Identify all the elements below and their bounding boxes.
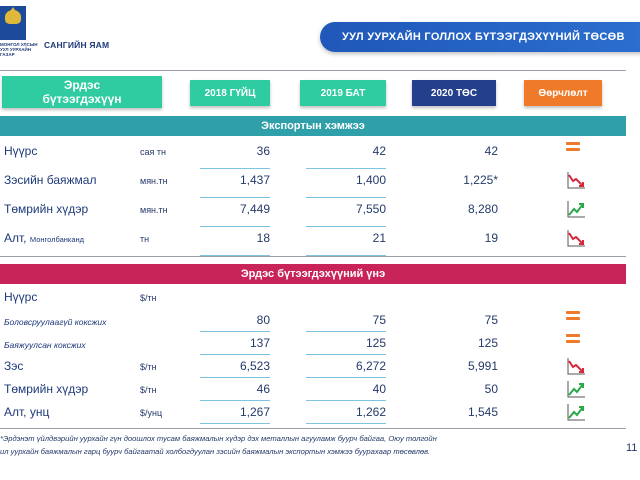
price-row-v2018	[200, 290, 270, 309]
logo-text: МОНГОЛ УЛСЫН УУЛ УУРХАЙН ГАЗАР	[0, 42, 38, 57]
export-row-v2018: 1,437	[200, 173, 270, 198]
divider	[0, 70, 626, 71]
price-row-v2019: 125	[306, 336, 386, 355]
page-title: УУЛ УУРХАЙН ГОЛЛОХ БҮТЭЭГДЭХҮҮНИЙ ТӨСӨВ	[342, 31, 625, 43]
price-row-unit: $/тн	[140, 293, 157, 303]
price-row-name: Зэс	[4, 359, 24, 373]
export-row-v2019: 7,550	[306, 202, 386, 227]
header-mineral-line2: бүтээгдэхүүн	[42, 92, 122, 106]
footnote-line1: *Эрдэнэт үйлдвэрийн уурхайн гүн доошлох …	[0, 434, 437, 443]
price-row-v2020: 75	[484, 313, 498, 327]
price-row-v2020: 125	[477, 336, 498, 350]
export-row-v2019: 42	[306, 144, 386, 169]
price-row-v2019: 75	[306, 313, 386, 332]
price-row-unit: $/тн	[140, 362, 157, 372]
export-row-unit: тн	[140, 234, 150, 244]
price-row-v2019: 6,272	[306, 359, 386, 378]
export-row-unit: мян.тн	[140, 176, 168, 186]
price-row-name: Баяжуулсан коксжих	[4, 340, 86, 350]
export-row-unit: сая тн	[140, 147, 166, 157]
price-row-v2018: 6,523	[200, 359, 270, 378]
divider	[0, 428, 626, 429]
trend-down-icon	[566, 171, 586, 194]
price-row-name: Алт, унц	[4, 405, 50, 419]
trend-up-icon	[566, 200, 586, 223]
section-export-volume: Экспортын хэмжээ	[0, 116, 626, 136]
price-row-v2019: 1,262	[306, 405, 386, 424]
export-row-name: Зэсийн баяжмал	[4, 173, 97, 187]
section-mineral-prices: Эрдэс бүтээгдэхүүний үнэ	[0, 264, 626, 284]
footnote-line2: ил уурхайн баяжмалын гарц буурч байгаата…	[0, 447, 431, 456]
price-row-unit: $/тн	[140, 385, 157, 395]
price-row-v2018: 1,267	[200, 405, 270, 424]
price-row-v2018: 46	[200, 382, 270, 401]
price-row-v2018: 137	[200, 336, 270, 355]
price-row-name: Боловсруулаагүй коксжих	[4, 317, 107, 327]
export-row-name: Төмрийн хүдэр	[4, 202, 89, 216]
divider	[0, 256, 626, 257]
price-row-v2020	[418, 290, 498, 309]
export-row-unit: мян.тн	[140, 205, 168, 215]
export-row-v2018: 36	[200, 144, 270, 169]
price-row-unit: $/унц	[140, 408, 163, 418]
price-row-v2020: 50	[484, 382, 498, 396]
header-change: Өөрчлөлт	[524, 80, 602, 106]
footnote: *Эрдэнэт үйлдвэрийн уурхайн гүн доошлох …	[0, 432, 610, 458]
page-number: 11	[626, 442, 638, 454]
header-mineral-products: Эрдэс бүтээгдэхүүн	[2, 76, 162, 108]
price-row-v2019	[306, 290, 386, 309]
price-row-v2018: 80	[200, 313, 270, 332]
price-row-v2020: 1,545	[467, 405, 498, 419]
export-row-v2019: 1,400	[306, 173, 386, 198]
export-row-v2018: 18	[200, 231, 270, 256]
export-row-v2020: 42	[484, 144, 498, 158]
government-logo	[0, 6, 26, 40]
price-row-v2019: 40	[306, 382, 386, 401]
trend-up-icon	[566, 403, 586, 426]
price-row-v2020: 5,991	[467, 359, 498, 373]
trend-down-icon	[566, 357, 586, 380]
export-row-v2020: 8,280	[467, 202, 498, 216]
header-2020-budget: 2020 ТӨС	[412, 80, 496, 106]
header-2019-approved: 2019 БАТ	[300, 80, 386, 106]
export-row-v2020: 19	[484, 231, 498, 245]
export-row-subname: Монголбанканд	[29, 235, 85, 244]
export-row-name: Алт, Монголбанканд	[4, 231, 85, 245]
header-mineral-line1: Эрдэс	[63, 78, 101, 92]
export-row-name: Нүүрс	[4, 144, 38, 158]
price-row-name: Төмрийн хүдэр	[4, 382, 89, 396]
trend-down-icon	[566, 229, 586, 252]
price-row-name: Нүүрс	[4, 290, 38, 304]
export-row-v2019: 21	[306, 231, 386, 256]
header-2018-actual: 2018 ГҮЙЦ	[190, 80, 270, 106]
ministry-name: САНГИЙН ЯАМ	[44, 40, 110, 50]
export-row-v2020: 1,225*	[463, 173, 498, 187]
export-row-v2018: 7,449	[200, 202, 270, 227]
trend-up-icon	[566, 380, 586, 403]
title-banner: УУЛ УУРХАЙН ГОЛЛОХ БҮТЭЭГДЭХҮҮНИЙ ТӨСӨВ	[320, 22, 640, 52]
